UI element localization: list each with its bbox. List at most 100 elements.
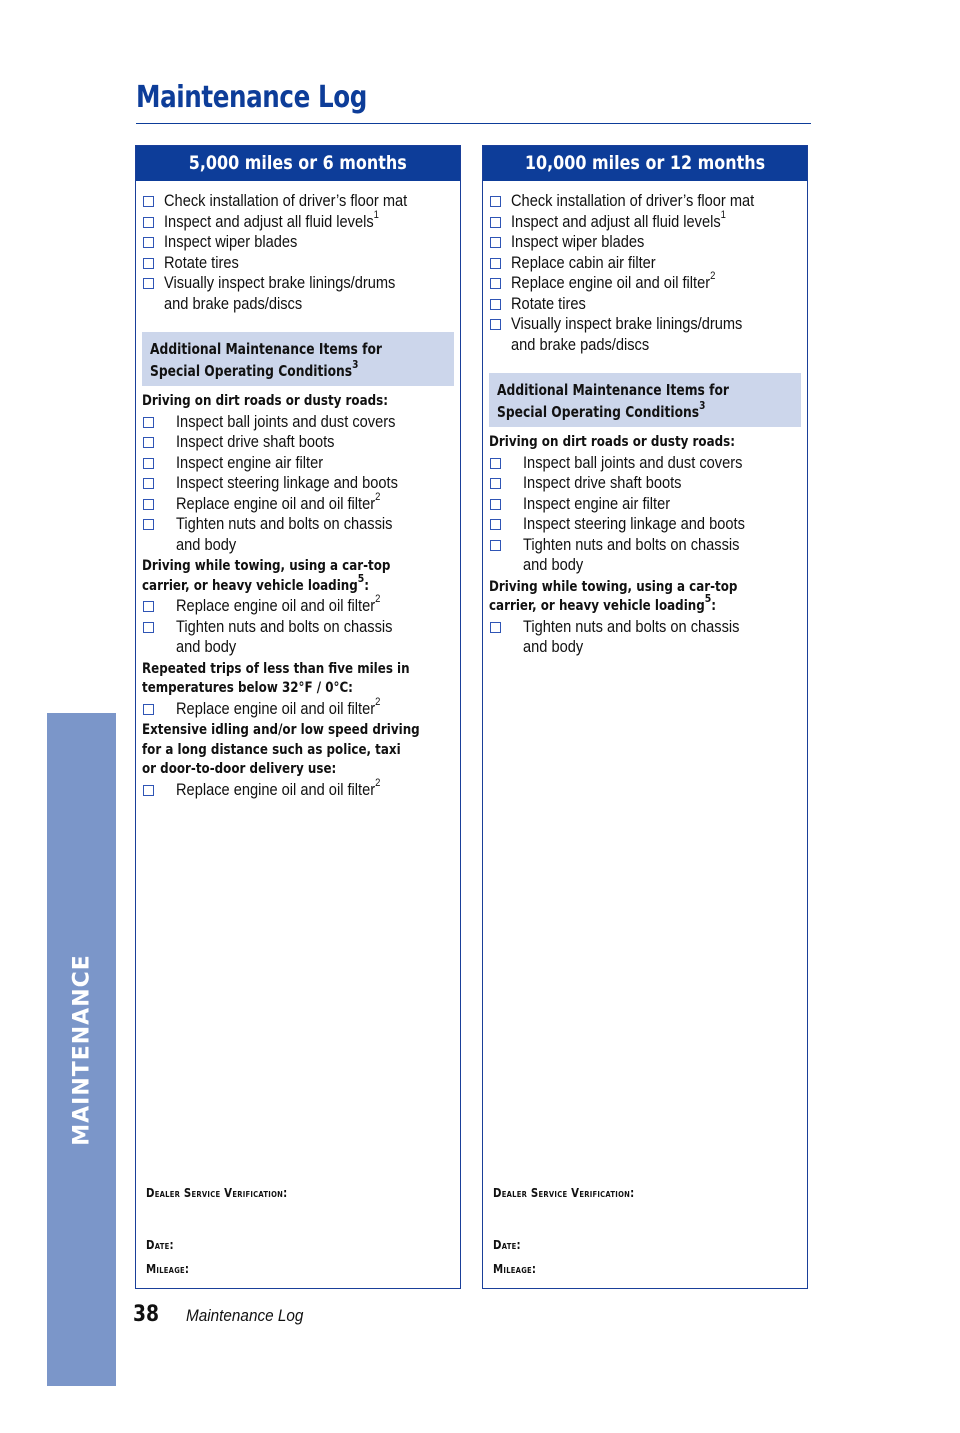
checklist-item: Inspect steering linkage and boots xyxy=(142,473,456,494)
checklist: Check installation of driver’s floor mat… xyxy=(142,191,456,800)
special-conditions-box: Additional Maintenance Items for Special … xyxy=(142,332,454,386)
item-text: Inspect wiper blades xyxy=(164,232,298,251)
checkbox[interactable] xyxy=(143,478,154,489)
item-text-continued: and body xyxy=(523,555,584,574)
side-tab-label: MAINTENANCE xyxy=(69,954,95,1146)
checkbox[interactable] xyxy=(143,416,154,428)
checklist-item: Visually inspect brake linings/drums and … xyxy=(142,273,456,314)
interval-column-10000: 10,000 miles or 12 months Check installa… xyxy=(482,145,808,1289)
checklist-item: Inspect ball joints and dust covers xyxy=(142,412,456,433)
checklist-item: Inspect drive shaft boots xyxy=(142,432,456,453)
item-text-continued: and body xyxy=(523,637,584,656)
footnote-ref: 2 xyxy=(375,593,381,606)
checklist-item: Check installation of driver’s floor mat xyxy=(489,191,803,212)
item-text: Inspect drive shaft boots xyxy=(176,432,335,451)
item-text: Tighten nuts and bolts on chassis xyxy=(523,534,740,554)
item-text: Replace engine oil and oil filter xyxy=(176,698,376,718)
checklist-item: Inspect and adjust all fluid levels1 xyxy=(489,209,803,233)
condition-heading: Driving on dirt roads or dusty roads: xyxy=(489,433,803,453)
checkbox[interactable] xyxy=(490,539,501,551)
checklist-item: Tighten nuts and bolts on chassis and bod… xyxy=(489,535,803,576)
checklist-item: Replace engine oil and oil filter2 xyxy=(142,593,456,617)
dealer-verification-label: Dealer Service Verification: xyxy=(146,1186,288,1200)
item-text: Rotate tires xyxy=(511,293,586,313)
checkbox[interactable] xyxy=(143,601,154,612)
footer-label: Maintenance Log xyxy=(186,1306,304,1325)
checkbox[interactable] xyxy=(490,278,501,289)
page-number: 38 xyxy=(133,1302,160,1327)
checkbox[interactable] xyxy=(143,257,154,269)
checkbox[interactable] xyxy=(143,237,154,248)
checklist: Check installation of driver’s floor mat… xyxy=(489,191,803,658)
checklist-item: Replace cabin air filter xyxy=(489,253,803,274)
condition-heading-line: Driving on dirt roads or dusty roads: xyxy=(142,393,388,409)
item-text: Inspect and adjust all fluid levels xyxy=(164,211,374,231)
interval-column-5000: 5,000 miles or 6 months Check installati… xyxy=(135,145,461,1289)
checkbox[interactable] xyxy=(490,216,501,228)
heading-colon: : xyxy=(364,577,370,594)
checkbox[interactable] xyxy=(490,319,501,330)
item-text: Inspect ball joints and dust covers xyxy=(176,411,396,431)
item-text-continued: and brake pads/discs xyxy=(164,293,303,313)
checkbox[interactable] xyxy=(143,457,154,469)
interval-header: 5,000 miles or 6 months xyxy=(136,146,460,181)
checklist-item: Inspect wiper blades xyxy=(142,232,456,253)
footnote-ref: 3 xyxy=(699,399,706,412)
checkbox[interactable] xyxy=(143,703,154,715)
condition-heading-line: Extensive idling and/or low speed drivin… xyxy=(142,722,420,738)
condition-heading: Driving while towing, using a car-top car… xyxy=(142,557,456,596)
checklist-item: Inspect engine air filter xyxy=(489,494,803,515)
item-text: Inspect drive shaft boots xyxy=(523,473,682,492)
item-text: Replace engine oil and oil filter xyxy=(176,596,376,615)
item-text: Inspect ball joints and dust covers xyxy=(523,452,743,472)
special-conditions-title: Additional Maintenance Items for xyxy=(497,381,729,399)
special-conditions-title: Special Operating Conditions xyxy=(150,362,353,380)
checkbox[interactable] xyxy=(490,257,501,269)
checkbox[interactable] xyxy=(143,216,154,228)
checkbox[interactable] xyxy=(490,457,501,469)
item-text-continued: and brake pads/discs xyxy=(511,334,650,354)
checkbox[interactable] xyxy=(490,478,501,489)
item-text: Inspect steering linkage and boots xyxy=(523,514,745,533)
dealer-verification-label: Dealer Service Verification: xyxy=(493,1186,635,1200)
item-text: Inspect wiper blades xyxy=(511,232,645,251)
checkbox[interactable] xyxy=(143,784,154,796)
date-label: Date: xyxy=(146,1238,174,1252)
condition-heading-line: Driving while towing, using a car-top xyxy=(489,578,738,595)
item-text: Tighten nuts and bolts on chassis xyxy=(523,616,740,636)
checklist-item: Tighten nuts and bolts on chassis and bod… xyxy=(142,617,456,658)
checklist-item: Visually inspect brake linings/drums and … xyxy=(489,314,803,355)
checkbox[interactable] xyxy=(490,621,501,633)
item-text: Inspect engine air filter xyxy=(523,493,671,513)
checklist-item: Rotate tires xyxy=(489,294,803,315)
checklist-item: Inspect drive shaft boots xyxy=(489,473,803,494)
condition-heading-line: for a long distance such as police, taxi xyxy=(142,741,401,758)
item-text: Check installation of driver’s floor mat xyxy=(164,191,408,210)
checkbox[interactable] xyxy=(143,196,154,207)
item-text-continued: and body xyxy=(176,637,237,656)
checkbox[interactable] xyxy=(143,519,154,530)
checkbox[interactable] xyxy=(143,621,154,633)
item-text: Check installation of driver’s floor mat xyxy=(511,191,755,210)
item-text: Inspect steering linkage and boots xyxy=(176,473,398,492)
interval-header: 10,000 miles or 12 months xyxy=(483,146,807,181)
item-text: Rotate tires xyxy=(164,252,239,272)
checkbox[interactable] xyxy=(490,237,501,248)
checkbox[interactable] xyxy=(143,437,154,448)
checklist-item: Inspect steering linkage and boots xyxy=(489,514,803,535)
side-tab xyxy=(47,713,116,1386)
condition-heading-line: carrier, or heavy vehicle loading xyxy=(489,598,705,614)
mileage-label: Mileage: xyxy=(493,1262,537,1276)
checklist-item: Inspect ball joints and dust covers xyxy=(489,453,803,474)
item-text: Replace engine oil and oil filter xyxy=(176,779,376,799)
checkbox[interactable] xyxy=(143,278,154,289)
checkbox[interactable] xyxy=(490,519,501,530)
condition-heading: Driving while towing, using a car-top car… xyxy=(489,578,803,617)
checklist-item: Replace engine oil and oil filter2 xyxy=(142,491,456,515)
checkbox[interactable] xyxy=(143,498,154,510)
checkbox[interactable] xyxy=(490,298,501,310)
date-label: Date: xyxy=(493,1238,521,1252)
checkbox[interactable] xyxy=(490,196,501,207)
title-divider xyxy=(136,123,811,124)
checkbox[interactable] xyxy=(490,498,501,510)
